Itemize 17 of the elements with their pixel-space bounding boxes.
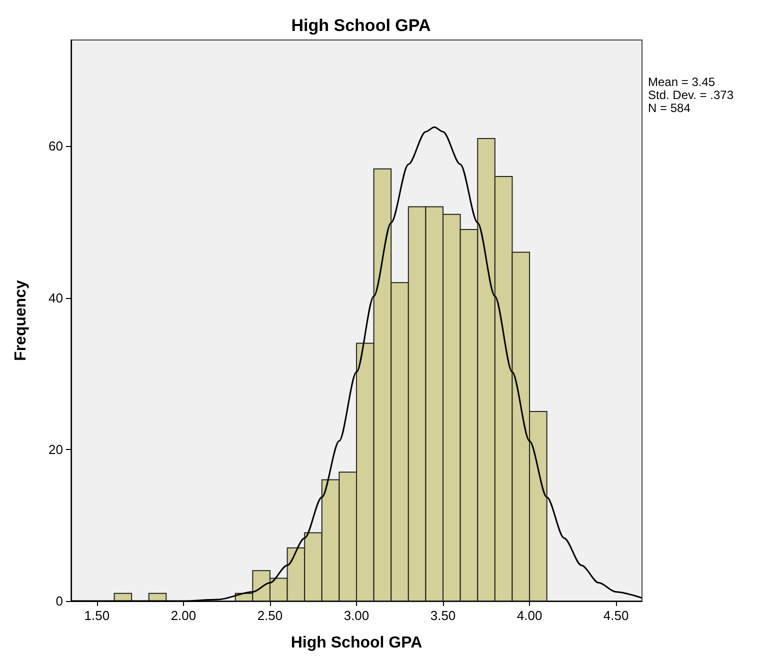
y-axis-title: Frequency [12, 280, 30, 361]
text: N = 584 [648, 101, 691, 115]
x-tick-label: 4.50 [603, 608, 629, 623]
y-tick-label: 20 [48, 442, 63, 457]
y-tick-label: 40 [48, 290, 63, 306]
x-axis-title: High School GPA [290, 634, 423, 652]
y-tick-label: 60 [48, 138, 63, 154]
text: Mean = 3.45 [648, 75, 716, 89]
x-tick-label: 2.50 [257, 608, 283, 623]
x-tick-label: 2.00 [170, 608, 196, 623]
x-tick-label: 3.50 [430, 608, 456, 623]
chart-title: High School GPA [291, 16, 431, 35]
x-tick-label: 1.50 [84, 608, 110, 623]
x-tick-label: 4.00 [516, 608, 542, 623]
y-tick-label: 0 [56, 594, 63, 608]
text: Std. Dev. = .373 [648, 88, 734, 102]
x-tick-label: 3.00 [344, 608, 370, 623]
